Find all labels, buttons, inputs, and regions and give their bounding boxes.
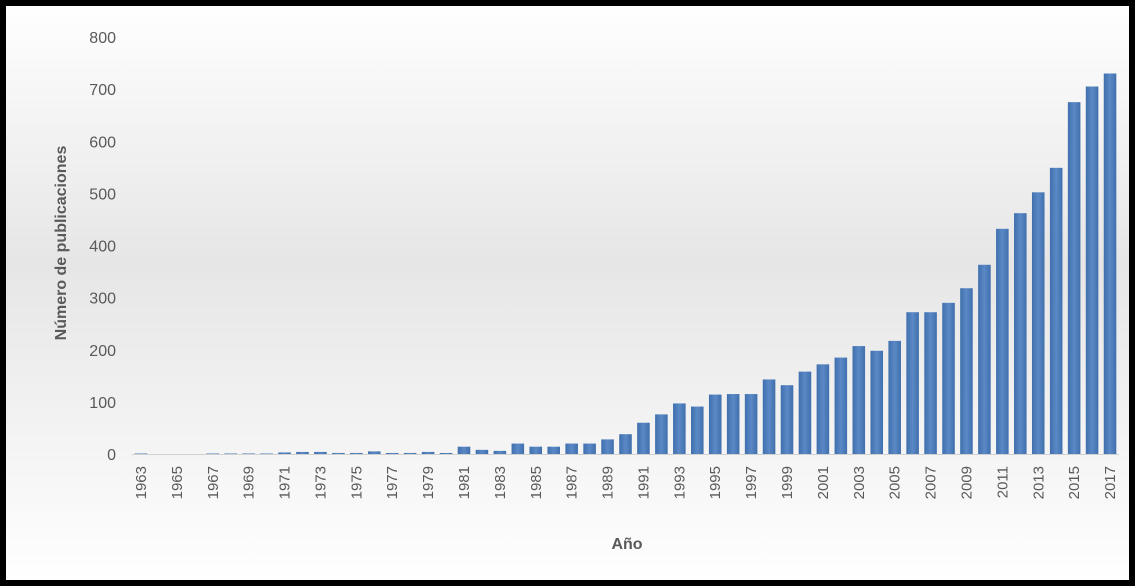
x-tick-label: 2007 <box>923 466 940 499</box>
bar-2009 <box>960 288 973 454</box>
x-axis-label: Año <box>611 536 642 553</box>
x-tick-label: 1963 <box>133 466 150 499</box>
bar-1979 <box>421 451 435 454</box>
x-tick-label: 1981 <box>456 466 473 499</box>
x-tick-label: 2013 <box>1030 466 1047 499</box>
x-tick-label: 1985 <box>528 466 545 499</box>
bar-1999 <box>780 385 794 454</box>
y-tick-label: 500 <box>89 186 116 203</box>
x-tick-label: 2001 <box>815 466 832 499</box>
x-tick-label: 1997 <box>743 466 760 499</box>
bar-2010 <box>978 264 991 454</box>
bar-1967 <box>206 453 220 454</box>
bar-2016 <box>1085 86 1099 455</box>
y-tick-label: 400 <box>89 239 116 256</box>
bar-2011 <box>996 228 1009 454</box>
x-tick-label: 1969 <box>241 466 258 499</box>
bar-2000 <box>798 371 812 454</box>
bar-1975 <box>350 452 363 454</box>
bar-1983 <box>493 450 507 454</box>
x-tick-label: 2005 <box>887 466 904 499</box>
x-tick-label: 1993 <box>671 466 688 499</box>
bars <box>134 73 1117 455</box>
bar-2001 <box>816 364 830 454</box>
x-tick-label: 1989 <box>600 466 617 499</box>
x-tick-label: 1999 <box>779 466 796 499</box>
bar-1986 <box>547 446 560 454</box>
x-tick-label: 1987 <box>564 466 581 499</box>
x-tick-label: 2003 <box>851 466 868 499</box>
bar-2013 <box>1031 192 1045 454</box>
bar-2002 <box>834 357 848 454</box>
bar-1981 <box>457 446 471 454</box>
y-tick-label: 600 <box>89 134 116 151</box>
bar-1993 <box>673 403 686 454</box>
x-tick-label: 1971 <box>277 466 294 499</box>
y-axis-label: Número de publicaciones <box>53 146 70 341</box>
bar-1977 <box>385 452 399 454</box>
bar-1996 <box>726 394 740 454</box>
x-tick-label: 1995 <box>707 466 724 499</box>
bar-1972 <box>296 451 309 454</box>
x-tick-label: 1979 <box>420 466 437 499</box>
x-tick-label: 1977 <box>384 466 401 499</box>
x-tick-label: 1967 <box>205 466 222 499</box>
bar-1971 <box>278 452 291 454</box>
bar-2015 <box>1067 102 1081 454</box>
bar-1989 <box>601 439 614 454</box>
bar-2003 <box>852 346 866 454</box>
x-tick-label: 1991 <box>635 466 652 499</box>
bar-1968 <box>224 453 237 454</box>
bar-1988 <box>583 443 596 454</box>
bar-1980 <box>439 452 453 454</box>
bar-2007 <box>924 312 937 454</box>
bar-1978 <box>403 452 417 454</box>
bar-1974 <box>332 452 345 454</box>
y-tick-label: 300 <box>89 291 116 308</box>
y-tick-label: 0 <box>107 447 116 464</box>
bar-1997 <box>744 394 758 454</box>
x-tick-label: 1983 <box>492 466 509 499</box>
y-tick-label: 700 <box>89 82 116 99</box>
bar-2008 <box>942 302 955 454</box>
bar-2017 <box>1103 73 1117 455</box>
y-tick-label: 800 <box>89 30 116 47</box>
x-tick-label: 2011 <box>994 466 1011 498</box>
bar-1970 <box>260 453 273 454</box>
bar-1998 <box>762 379 776 454</box>
bar-1992 <box>655 414 668 454</box>
bar-1991 <box>637 422 650 454</box>
x-tick-label: 1965 <box>169 466 186 499</box>
x-tick-label: 1975 <box>348 466 365 499</box>
bar-1976 <box>367 451 381 454</box>
bar-1990 <box>619 434 632 454</box>
bar-1987 <box>565 443 578 454</box>
y-tick-label: 200 <box>89 343 116 360</box>
bar-1973 <box>314 451 327 454</box>
y-axis-ticks: 0 100 200 300 400 500 600 700 800 <box>89 30 116 464</box>
bar-2014 <box>1049 167 1063 454</box>
bar-1969 <box>242 453 255 454</box>
bar-2006 <box>906 312 919 454</box>
bar-2012 <box>1014 213 1027 454</box>
y-tick-label: 100 <box>89 395 116 412</box>
x-tick-label: 1973 <box>312 466 329 499</box>
x-tick-label: 2017 <box>1102 466 1119 499</box>
bar-1963 <box>134 453 148 454</box>
bar-1984 <box>511 443 525 454</box>
x-tick-label: 2015 <box>1066 466 1083 499</box>
bar-1985 <box>529 446 543 454</box>
bar-1982 <box>475 449 489 454</box>
bar-1994 <box>691 406 704 454</box>
bar-1995 <box>708 394 722 454</box>
bar-2004 <box>870 350 884 454</box>
bar-2005 <box>888 340 901 454</box>
x-tick-label: 2009 <box>958 466 975 499</box>
x-axis-ticks: 1963 1965 1967 1969 1971 1973 1975 1977 1979 1981… <box>133 466 1119 499</box>
